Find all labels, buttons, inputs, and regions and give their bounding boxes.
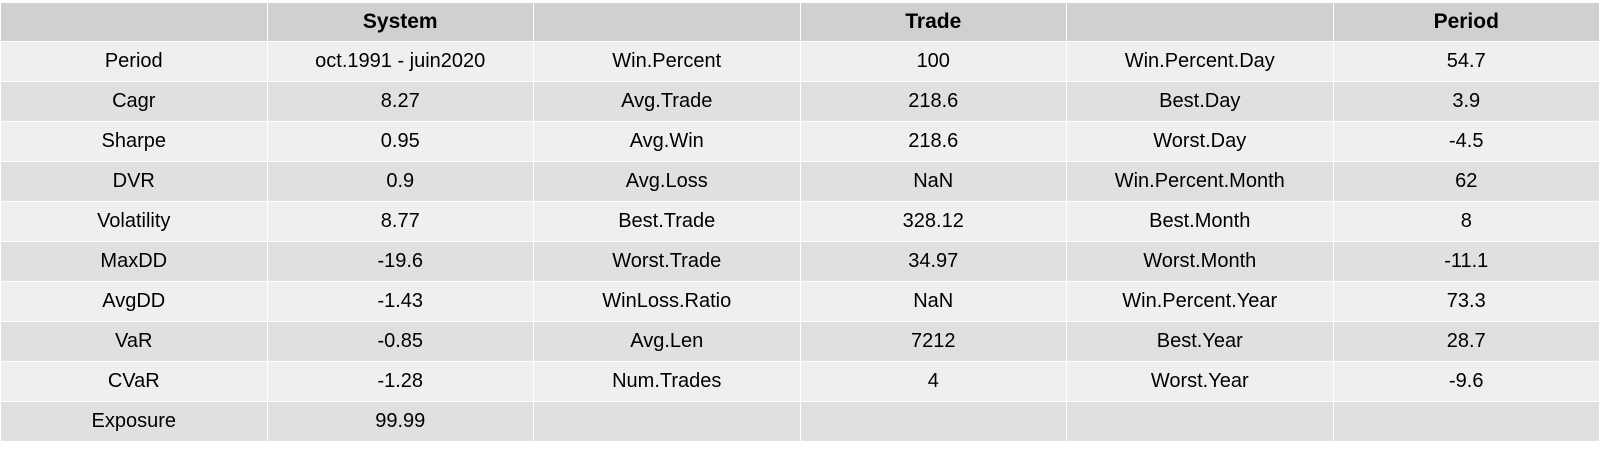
- metric-value-cell: 328.12: [799, 201, 1067, 242]
- table-row: Exposure 99.99: [0, 401, 1600, 442]
- metric-label-cell: AvgDD: [0, 281, 268, 322]
- metric-label-cell: Cagr: [0, 81, 268, 122]
- metric-value-cell: -0.85: [266, 321, 534, 362]
- metric-label-cell: Sharpe: [0, 121, 268, 162]
- metric-value-cell: -9.6: [1332, 361, 1600, 402]
- metric-value-cell: 0.9: [266, 161, 534, 202]
- table-row: DVR 0.9 Avg.Loss NaN Win.Percent.Month 62: [0, 161, 1600, 202]
- metric-value-cell: 28.7: [1332, 321, 1600, 362]
- metric-value-cell: 62: [1332, 161, 1600, 202]
- column-header: System: [266, 2, 534, 42]
- metric-label-cell: Num.Trades: [533, 361, 801, 402]
- metric-label-cell: Best.Month: [1066, 201, 1334, 242]
- metric-value-cell: -1.43: [266, 281, 534, 322]
- metric-value-cell: 4: [799, 361, 1067, 402]
- metric-value-cell: NaN: [799, 281, 1067, 322]
- table-row: Cagr 8.27 Avg.Trade 218.6 Best.Day 3.9: [0, 81, 1600, 122]
- table-row: MaxDD -19.6 Worst.Trade 34.97 Worst.Month -11…: [0, 241, 1600, 282]
- metric-value-cell: 100: [799, 41, 1067, 82]
- metric-value-cell: 8.77: [266, 201, 534, 242]
- metric-value-cell: [799, 401, 1067, 442]
- header-row: System Trade Period: [0, 2, 1600, 42]
- metric-value-cell: 0.95: [266, 121, 534, 162]
- stats-table: System Trade Period Period oct.1991 - juin2…: [0, 2, 1600, 442]
- metric-label-cell: Avg.Win: [533, 121, 801, 162]
- metric-label-cell: Worst.Trade: [533, 241, 801, 282]
- metric-value-cell: 54.7: [1332, 41, 1600, 82]
- column-header: Trade: [799, 2, 1067, 42]
- table-row: Volatility 8.77 Best.Trade 328.12 Best.Month…: [0, 201, 1600, 242]
- metric-label-cell: Win.Percent.Day: [1066, 41, 1334, 82]
- metric-value-cell: 7212: [799, 321, 1067, 362]
- metric-value-cell: 34.97: [799, 241, 1067, 282]
- metric-label-cell: Volatility: [0, 201, 268, 242]
- table-row: VaR -0.85 Avg.Len 7212 Best.Year 28.7: [0, 321, 1600, 362]
- table-body: Period oct.1991 - juin2020 Win.Percent 100 W…: [0, 41, 1600, 442]
- metric-value-cell: NaN: [799, 161, 1067, 202]
- metric-label-cell: VaR: [0, 321, 268, 362]
- metric-label-cell: Best.Day: [1066, 81, 1334, 122]
- metric-value-cell: 218.6: [799, 121, 1067, 162]
- table-row: Sharpe 0.95 Avg.Win 218.6 Worst.Day -4.5: [0, 121, 1600, 162]
- metric-label-cell: Avg.Trade: [533, 81, 801, 122]
- metric-label-cell: Win.Percent: [533, 41, 801, 82]
- metric-label-cell: Best.Trade: [533, 201, 801, 242]
- metric-label-cell: Worst.Month: [1066, 241, 1334, 282]
- metric-label-cell: Win.Percent.Month: [1066, 161, 1334, 202]
- metric-label-cell: [1066, 401, 1334, 442]
- metric-value-cell: -1.28: [266, 361, 534, 402]
- metric-label-cell: Best.Year: [1066, 321, 1334, 362]
- metric-label-cell: CVaR: [0, 361, 268, 402]
- column-header: [533, 2, 801, 42]
- metric-value-cell: 8.27: [266, 81, 534, 122]
- metric-value-cell: -4.5: [1332, 121, 1600, 162]
- metric-value-cell: -11.1: [1332, 241, 1600, 282]
- metric-label-cell: Win.Percent.Year: [1066, 281, 1334, 322]
- metric-label-cell: Avg.Len: [533, 321, 801, 362]
- metric-value-cell: -19.6: [266, 241, 534, 282]
- metric-label-cell: WinLoss.Ratio: [533, 281, 801, 322]
- metric-label-cell: MaxDD: [0, 241, 268, 282]
- column-header: [0, 2, 268, 42]
- metric-value-cell: 8: [1332, 201, 1600, 242]
- table-row: CVaR -1.28 Num.Trades 4 Worst.Year -9.6: [0, 361, 1600, 402]
- metric-label-cell: Avg.Loss: [533, 161, 801, 202]
- metric-label-cell: [533, 401, 801, 442]
- metric-label-cell: Worst.Day: [1066, 121, 1334, 162]
- column-header: [1066, 2, 1334, 42]
- metric-label-cell: Exposure: [0, 401, 268, 442]
- metric-value-cell: 73.3: [1332, 281, 1600, 322]
- table-row: Period oct.1991 - juin2020 Win.Percent 100 W…: [0, 41, 1600, 82]
- metric-value-cell: oct.1991 - juin2020: [266, 41, 534, 82]
- metric-value-cell: 99.99: [266, 401, 534, 442]
- metric-label-cell: DVR: [0, 161, 268, 202]
- metric-value-cell: 218.6: [799, 81, 1067, 122]
- metric-label-cell: Worst.Year: [1066, 361, 1334, 402]
- table-row: AvgDD -1.43 WinLoss.Ratio NaN Win.Percent.Ye…: [0, 281, 1600, 322]
- column-header: Period: [1332, 2, 1600, 42]
- metric-label-cell: Period: [0, 41, 268, 82]
- metric-value-cell: 3.9: [1332, 81, 1600, 122]
- metric-value-cell: [1332, 401, 1600, 442]
